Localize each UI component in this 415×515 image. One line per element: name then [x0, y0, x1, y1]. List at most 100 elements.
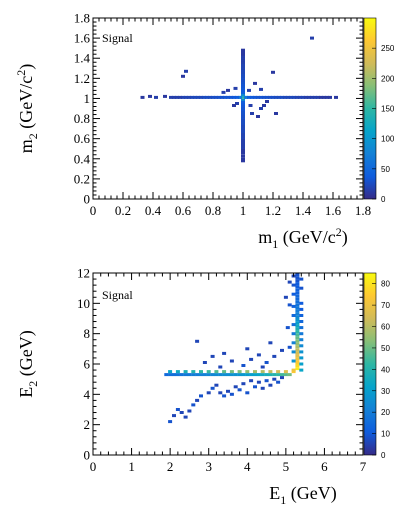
heatmap-bin [241, 64, 245, 68]
y-tick-label: 1.6 [74, 31, 91, 46]
heatmap-bin [241, 66, 245, 70]
heatmap-bin [210, 373, 215, 377]
heatmap-bin [241, 74, 245, 78]
heatmap-bin [291, 341, 296, 345]
heatmap-bin [237, 370, 242, 374]
heatmap-bin [280, 376, 284, 380]
heatmap-bin [217, 95, 221, 99]
y-tick-label: 2 [84, 417, 91, 432]
heatmap-bin [233, 86, 238, 90]
y-axis-title-part: ) [16, 64, 37, 70]
heatmap-bin [277, 95, 281, 99]
heatmap-bin [238, 95, 242, 99]
heatmap-bin [164, 373, 169, 377]
colorbar-tick-label: 0 [381, 451, 386, 460]
colorbar-tick-label: 60 [381, 323, 390, 332]
heatmap-bin [210, 386, 215, 390]
heatmap-bin [220, 95, 224, 99]
heatmap-bin [175, 373, 180, 377]
heatmap-bin [241, 133, 245, 137]
heatmap-bin [268, 373, 273, 377]
heatmap-bin [299, 368, 304, 372]
heatmap-bin [264, 379, 269, 383]
heatmap-bin [183, 415, 188, 419]
x-tick-label: 1.8 [355, 203, 371, 218]
heatmap-bin [154, 95, 158, 99]
heatmap-bin [191, 370, 196, 374]
heatmap-bin [298, 95, 302, 99]
heatmap-bin [206, 370, 211, 374]
heatmap-bin [241, 147, 245, 151]
y-tick-label: 1 [84, 91, 91, 106]
heatmap-bin [299, 356, 304, 360]
heatmap-bin [268, 341, 273, 345]
heatmap-bin [241, 127, 245, 131]
heatmap-bin [241, 119, 245, 123]
x-tick-label: 1.2 [265, 203, 281, 218]
heatmap-bin [280, 95, 284, 99]
heatmap-bin [299, 338, 304, 342]
y-tick-label: 0.8 [74, 111, 90, 126]
heatmap-bin [222, 370, 227, 374]
heatmap-bin [295, 327, 300, 331]
heatmap-bin [299, 314, 304, 317]
heatmap-bin [291, 368, 296, 372]
x-axis-title-part: 1 [272, 237, 278, 251]
heatmap-bin [334, 95, 338, 99]
heatmap-bin [272, 354, 277, 358]
heatmap-bin [187, 409, 192, 413]
heatmap-bin [299, 307, 304, 311]
heatmap-bin [291, 314, 296, 317]
heatmap-bin [295, 330, 300, 334]
heatmap-bin [232, 95, 236, 99]
heatmap-bin [241, 99, 245, 102]
heatmap-bin [253, 370, 257, 374]
x-axis-title-part: 2 [336, 225, 342, 239]
y-tick-label: 6 [84, 357, 91, 372]
heatmap-bin [268, 370, 273, 374]
heatmap-bin [245, 391, 250, 395]
heatmap-bin [175, 408, 180, 411]
heatmap-bin [241, 107, 245, 110]
heatmap-bin [208, 95, 212, 99]
x-tick-label: 0.2 [115, 203, 131, 218]
heatmap-bin [241, 62, 245, 66]
heatmap-bin [295, 306, 300, 310]
heatmap-bin [214, 383, 219, 387]
heatmap-bin [253, 373, 257, 377]
heatmap-bin [276, 373, 281, 377]
heatmap-bin [295, 294, 300, 298]
y-tick-label: 1.2 [74, 71, 90, 86]
heatmap-bin [264, 361, 269, 364]
heatmap-bin [245, 373, 250, 377]
heatmap-bin [295, 285, 300, 289]
heatmap-bin [253, 95, 257, 99]
y-tick-label: 0.2 [74, 171, 90, 186]
heatmap-bin [260, 386, 265, 390]
heatmap-bin [241, 60, 245, 64]
heatmap-bin [304, 95, 308, 99]
heatmap-bin [241, 111, 245, 114]
heatmap-bin [168, 373, 173, 377]
y-tick-label: 1.4 [74, 51, 91, 66]
y-tick-label: 10 [77, 296, 90, 311]
colorbar-tick-label: 80 [381, 280, 390, 289]
heatmap-bin [184, 69, 188, 73]
heatmap-bin [265, 100, 269, 103]
colorbar-tick-label: 20 [381, 408, 390, 417]
y-axis-title-part: 2 [26, 133, 40, 139]
heatmap-bin [241, 90, 245, 94]
heatmap-bin [287, 303, 292, 307]
heatmap-bin [195, 339, 200, 343]
heatmap-bin [181, 74, 185, 78]
heatmap-bin [241, 129, 245, 133]
heatmap-bin [245, 370, 250, 374]
heatmap-bin [241, 139, 245, 143]
heatmap-bin [295, 364, 300, 367]
heatmap-bin [179, 373, 184, 377]
colorbar-tick-label: 40 [381, 365, 390, 374]
heatmap-bin [299, 344, 304, 348]
x-tick-label: 4 [244, 459, 251, 474]
heatmap-bin [218, 391, 223, 395]
heatmap-bin [245, 347, 250, 351]
